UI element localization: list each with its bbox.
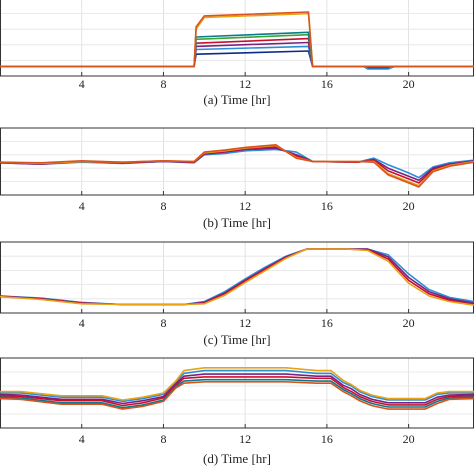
- series-line: [0, 248, 474, 306]
- series-line: [0, 373, 474, 405]
- panel-caption: (b) Time [hr]: [203, 215, 271, 230]
- x-tick-label: 4: [79, 77, 85, 91]
- series-line: [0, 41, 474, 68]
- x-tick-label: 8: [160, 316, 166, 330]
- series-line: [0, 369, 474, 403]
- chart-panel: 4 8 12 16 20 (b) Time [hr]: [0, 127, 474, 230]
- x-tick-label: 12: [239, 432, 251, 446]
- x-tick-label: 16: [321, 77, 333, 91]
- series-group: [0, 11, 474, 70]
- series-line: [0, 11, 474, 68]
- x-tick-label: 16: [321, 199, 333, 213]
- panel-caption: (d) Time [hr]: [203, 451, 271, 466]
- chart-panel: 4 8 12 16 20 (c) Time [hr]: [0, 241, 474, 347]
- series-group: [0, 248, 474, 306]
- x-tick-label: 12: [239, 316, 251, 330]
- panel-caption: (c) Time [hr]: [203, 332, 270, 347]
- series-line: [0, 376, 474, 407]
- series-line: [0, 380, 474, 410]
- x-tick-label: 20: [403, 77, 415, 91]
- x-tick-label: 4: [79, 432, 85, 446]
- series-group: [0, 144, 474, 188]
- x-tick-label: 16: [321, 316, 333, 330]
- chart-panel: 4 8 12 16 20 (d) Time [hr]: [0, 357, 474, 466]
- x-tick-label: 8: [160, 432, 166, 446]
- series-line: [0, 144, 474, 188]
- x-tick-label: 4: [79, 316, 85, 330]
- x-tick-label: 4: [79, 199, 85, 213]
- series-line: [0, 366, 474, 401]
- x-tick-label: 16: [321, 432, 333, 446]
- x-tick-label: 20: [403, 432, 415, 446]
- x-tick-label: 20: [403, 316, 415, 330]
- series-line: [0, 33, 474, 68]
- series-line: [0, 12, 474, 68]
- x-tick-label: 20: [403, 199, 415, 213]
- series-line: [0, 45, 474, 70]
- series-line: [0, 378, 474, 409]
- x-tick-label: 12: [239, 77, 251, 91]
- x-tick-label: 8: [160, 77, 166, 91]
- series-group: [0, 366, 474, 410]
- series-line: [0, 50, 474, 69]
- x-tick-label: 12: [239, 199, 251, 213]
- chart-panel: 4 8 12 16 20 (a) Time [hr]: [0, 0, 474, 107]
- series-line: [0, 147, 474, 182]
- x-tick-label: 8: [160, 199, 166, 213]
- panel-caption: (a) Time [hr]: [203, 92, 270, 107]
